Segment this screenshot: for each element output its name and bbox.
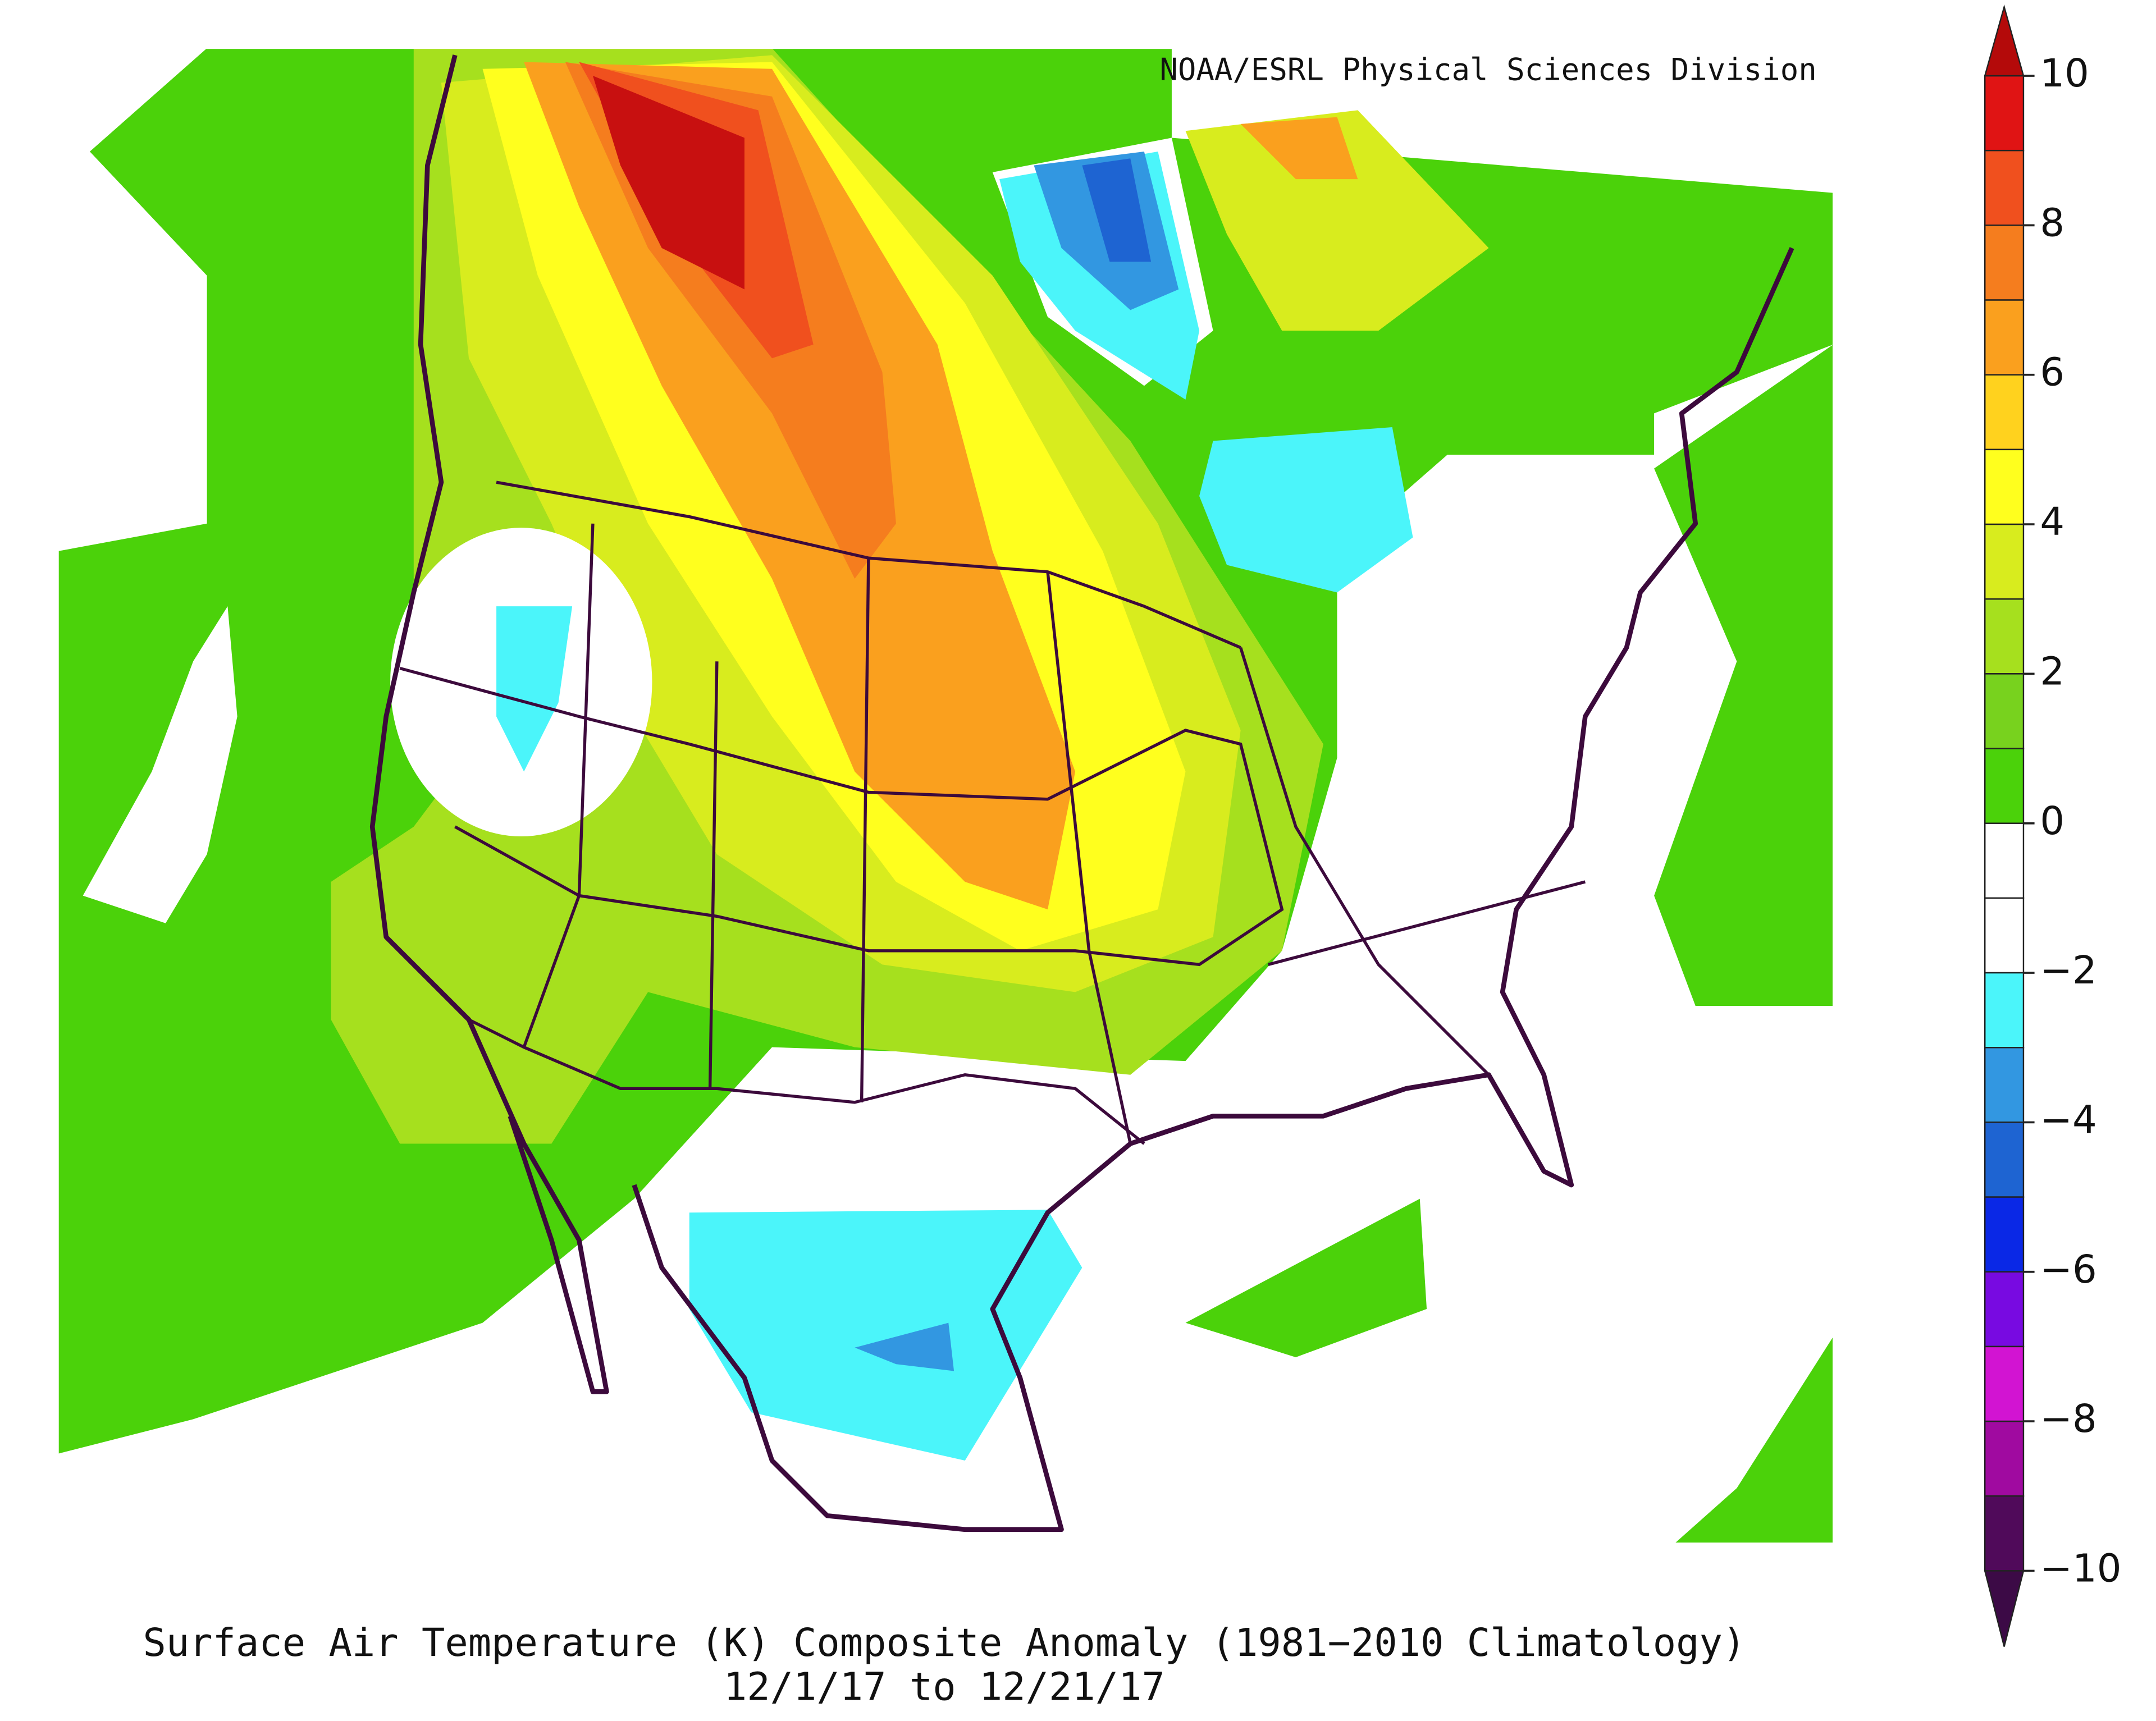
region	[83, 606, 237, 923]
map	[57, 47, 1834, 1544]
colorbar-segment	[1984, 374, 2025, 451]
colorbar-extension	[1984, 1570, 2025, 1647]
colorbar-tick-label: 8	[2040, 200, 2064, 245]
colorbar-segment	[1984, 748, 2025, 824]
colorbar-segment	[1984, 1345, 2025, 1422]
region	[524, 62, 1076, 910]
colorbar-segment	[1984, 822, 2025, 899]
colorbar-tick-label: 4	[2040, 500, 2064, 544]
region	[1082, 158, 1152, 262]
caption-title: Surface Air Temperature (K) Composite An…	[143, 1621, 1746, 1665]
colorbar-segment	[1984, 225, 2025, 301]
border	[399, 666, 1284, 967]
region	[855, 1322, 954, 1371]
colorbar-tick-label: 2	[2040, 649, 2064, 694]
colorbar-segment	[1984, 1196, 2025, 1273]
colorbar-tick-label: −8	[2040, 1397, 2096, 1441]
region	[1199, 427, 1413, 593]
coastline	[369, 54, 609, 1394]
border	[522, 523, 595, 1048]
border	[496, 480, 1241, 649]
region	[1674, 1336, 1834, 1544]
border	[1268, 880, 1586, 966]
colorbar-segment	[1984, 75, 2025, 152]
colorbar-segment	[1984, 1271, 2025, 1348]
colorbar-segment	[1984, 299, 2025, 376]
border	[468, 1018, 1145, 1145]
colorbar-tick-label: −6	[2040, 1247, 2096, 1292]
colorbar-segment	[1984, 1047, 2025, 1123]
caption-dates: 12/1/17 to 12/21/17	[724, 1665, 1165, 1710]
colorbar-tick-label: 0	[2040, 799, 2064, 844]
colorbar-segment	[1984, 1420, 2025, 1497]
colorbar-segment	[1984, 1122, 2025, 1198]
colorbar-segment	[1984, 598, 2025, 675]
border	[1239, 647, 1490, 1076]
colorbar-segment	[1984, 448, 2025, 525]
colorbar-tick-label: 6	[2040, 350, 2064, 395]
colorbar-segment	[1984, 897, 2025, 974]
region	[1240, 117, 1358, 180]
colorbar-segment	[1984, 523, 2025, 600]
colorbar-tick-label: −2	[2040, 948, 2096, 993]
region	[1185, 1198, 1427, 1357]
map-frame	[57, 47, 1834, 1544]
region	[1654, 344, 1834, 1006]
credit: NOAA/ESRL Physical Sciences Division	[1159, 52, 1816, 87]
colorbar: 10 8 6 4 2 0 −2 −4 −6 −8 −10	[1984, 4, 2121, 1647]
colorbar-tick-label: −10	[2040, 1546, 2121, 1591]
colorbar-segment	[1984, 673, 2025, 749]
colorbar-segment	[1984, 972, 2025, 1049]
region	[592, 76, 744, 290]
border	[1046, 571, 1132, 1145]
coastline	[632, 247, 1794, 1532]
colorbar-segment	[1984, 1495, 2025, 1572]
region	[496, 606, 573, 772]
border	[708, 661, 719, 1089]
region	[689, 1210, 1082, 1461]
border	[860, 558, 870, 1102]
colorbar-tick-label: 10	[2040, 51, 2089, 96]
region	[1185, 110, 1489, 331]
colorbar-segment	[1984, 149, 2025, 226]
colorbar-extension	[1984, 4, 2025, 77]
colorbar-tick-label: −4	[2040, 1097, 2096, 1142]
